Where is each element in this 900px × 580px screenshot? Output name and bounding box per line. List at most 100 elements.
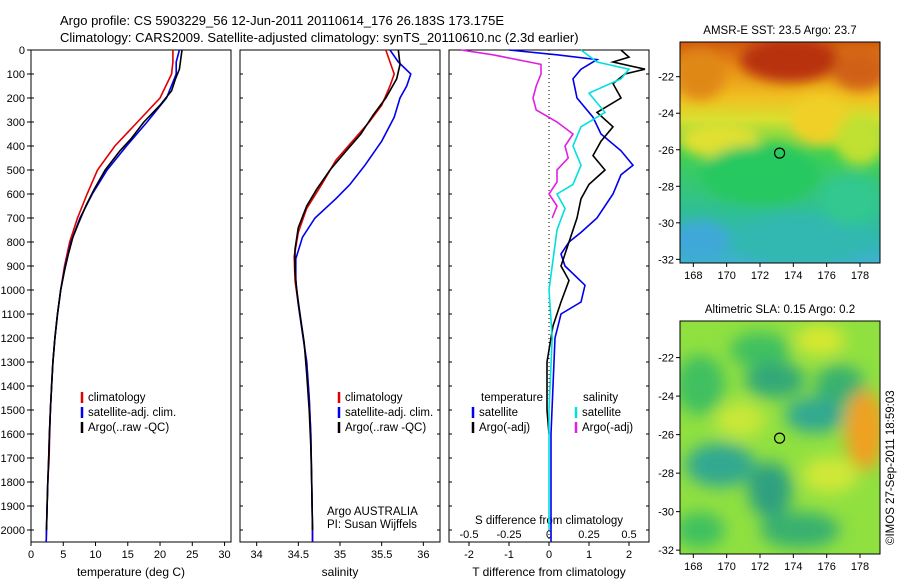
x-tick-label: 1 (586, 549, 592, 561)
x-tick-label: 35.5 (371, 549, 392, 561)
y-tick-label: 1400 (1, 381, 25, 393)
map-y-tick-label: -22 (658, 72, 674, 84)
map-title: Altimetric SLA: 0.15 Argo: 0.2 (705, 304, 855, 316)
y-tick-label: 1300 (1, 357, 25, 369)
y-tick-label: 100 (7, 69, 25, 81)
s-tick-label: 0.5 (621, 529, 636, 541)
series-line (460, 49, 575, 219)
series-line (294, 49, 401, 531)
s-tick-label: 0.25 (578, 529, 599, 541)
temperature-plot: 0100200300400500600700800900100011001200… (1, 45, 231, 579)
series-line (45, 49, 183, 531)
legend-entry: climatology (345, 392, 403, 404)
x-tick-label: 30 (218, 549, 230, 561)
legend-entry: Argo(-adj) (479, 422, 530, 434)
legend-title: temperature (481, 392, 543, 404)
footer-credit: ©IMOS 27-Sep-2011 18:59:03 (885, 390, 897, 545)
map-y-tick-label: -30 (658, 507, 674, 519)
series-line (546, 49, 646, 435)
legend-entry: satellite-adj. clim. (345, 407, 433, 419)
argo-position-marker (773, 147, 786, 159)
map-x-tick-label: 172 (751, 270, 769, 282)
sla-map-image (680, 321, 880, 554)
sla-map-frame (679, 320, 881, 555)
series-line (45, 50, 174, 543)
y-tick-label: 700 (7, 213, 25, 225)
series-line (508, 49, 635, 542)
legend-entry: satellite (479, 407, 518, 419)
map-x-tick-label: 170 (717, 561, 735, 573)
sst-map-image (680, 42, 880, 263)
sst-map-axes: AMSR-E SST: 23.5 Argo: 23.7 168 170 172 174 1… (658, 25, 869, 282)
x-axis-label: salinity (322, 565, 359, 579)
y-tick-label: 400 (7, 141, 25, 153)
y-tick-label: 1000 (1, 285, 25, 297)
panel-annotation: PI: Susan Wijffels (327, 519, 417, 531)
x-tick-label: 36 (417, 549, 429, 561)
map-x-tick-label: 174 (784, 270, 802, 282)
y-tick-label: 1900 (1, 501, 25, 513)
legend-entry: satellite (582, 407, 621, 419)
legend-entry: Argo(..raw -QC) (345, 422, 426, 434)
map-y-tick-label: -22 (658, 353, 674, 365)
salinity-plot: 34 34.5 35 35.5 36 salinity climatology satelli… (240, 49, 440, 579)
x-tick-label: 5 (60, 549, 66, 561)
legend-entry: Argo(..raw -QC) (88, 422, 169, 434)
legend-entry: satellite-adj. clim. (88, 407, 176, 419)
y-tick-label: 300 (7, 117, 25, 129)
x-tick-label: 25 (186, 549, 198, 561)
x-tick-label: -2 (464, 549, 474, 561)
s-tick-label: 0 (546, 529, 552, 541)
map-title: AMSR-E SST: 23.5 Argo: 23.7 (703, 25, 856, 37)
y-tick-label: 800 (7, 237, 25, 249)
x-tick-label: -1 (504, 549, 514, 561)
map-y-tick-label: -26 (658, 430, 674, 442)
difference-plot: -2 -1 0 1 2-0.5 -0.25 0 0.25 0.5S difference fro… (449, 49, 649, 579)
map-y-tick-label: -26 (658, 145, 674, 157)
legend-entry: climatology (88, 392, 146, 404)
x-tick-label: 15 (122, 549, 134, 561)
sst-map-frame (679, 41, 881, 264)
salinity-panel-frame (239, 49, 441, 543)
x-tick-label: 0 (546, 549, 552, 561)
map-x-tick-label: 178 (851, 270, 869, 282)
y-tick-label: 1200 (1, 333, 25, 345)
x-tick-label: 10 (89, 549, 101, 561)
legend-title: salinity (583, 392, 618, 404)
sla-map-axes: Altimetric SLA: 0.15 Argo: 0.2 168 170 172 1… (658, 304, 869, 573)
map-y-tick-label: -28 (658, 181, 674, 193)
y-tick-label: 1500 (1, 405, 25, 417)
s-tick-label: -0.5 (460, 529, 479, 541)
x-tick-label: 35 (334, 549, 346, 561)
y-tick-label: 600 (7, 189, 25, 201)
legend-entry: Argo(-adj) (582, 422, 633, 434)
header-line-2: Climatology: CARS2009. Satellite-adjuste… (60, 30, 579, 45)
y-tick-label: 0 (19, 45, 25, 57)
map-x-tick-label: 176 (817, 270, 835, 282)
x-axis-label: temperature (deg C) (77, 565, 185, 579)
y-tick-label: 1100 (1, 309, 25, 321)
x-axis-label: T difference from climatology (472, 565, 626, 579)
map-x-tick-label: 168 (684, 561, 702, 573)
y-tick-label: 200 (7, 93, 25, 105)
x-tick-label: 0 (28, 549, 34, 561)
map-y-tick-label: -32 (658, 545, 674, 557)
x-tick-label: 34.5 (288, 549, 309, 561)
y-tick-label: 1600 (1, 429, 25, 441)
temperature-panel-frame (30, 49, 232, 543)
y-tick-label: 900 (7, 261, 25, 273)
argo-position-marker (773, 432, 786, 444)
map-x-tick-label: 178 (851, 561, 869, 573)
map-y-tick-label: -24 (658, 391, 674, 403)
map-x-tick-label: 176 (817, 561, 835, 573)
map-x-tick-label: 170 (717, 270, 735, 282)
map-x-tick-label: 172 (751, 561, 769, 573)
y-tick-label: 1800 (1, 477, 25, 489)
series-line (293, 49, 396, 542)
y-tick-label: 500 (7, 165, 25, 177)
map-y-tick-label: -24 (658, 108, 674, 120)
series-line (294, 49, 412, 542)
x-tick-label: 2 (626, 549, 632, 561)
s-tick-label: -0.25 (496, 529, 521, 541)
